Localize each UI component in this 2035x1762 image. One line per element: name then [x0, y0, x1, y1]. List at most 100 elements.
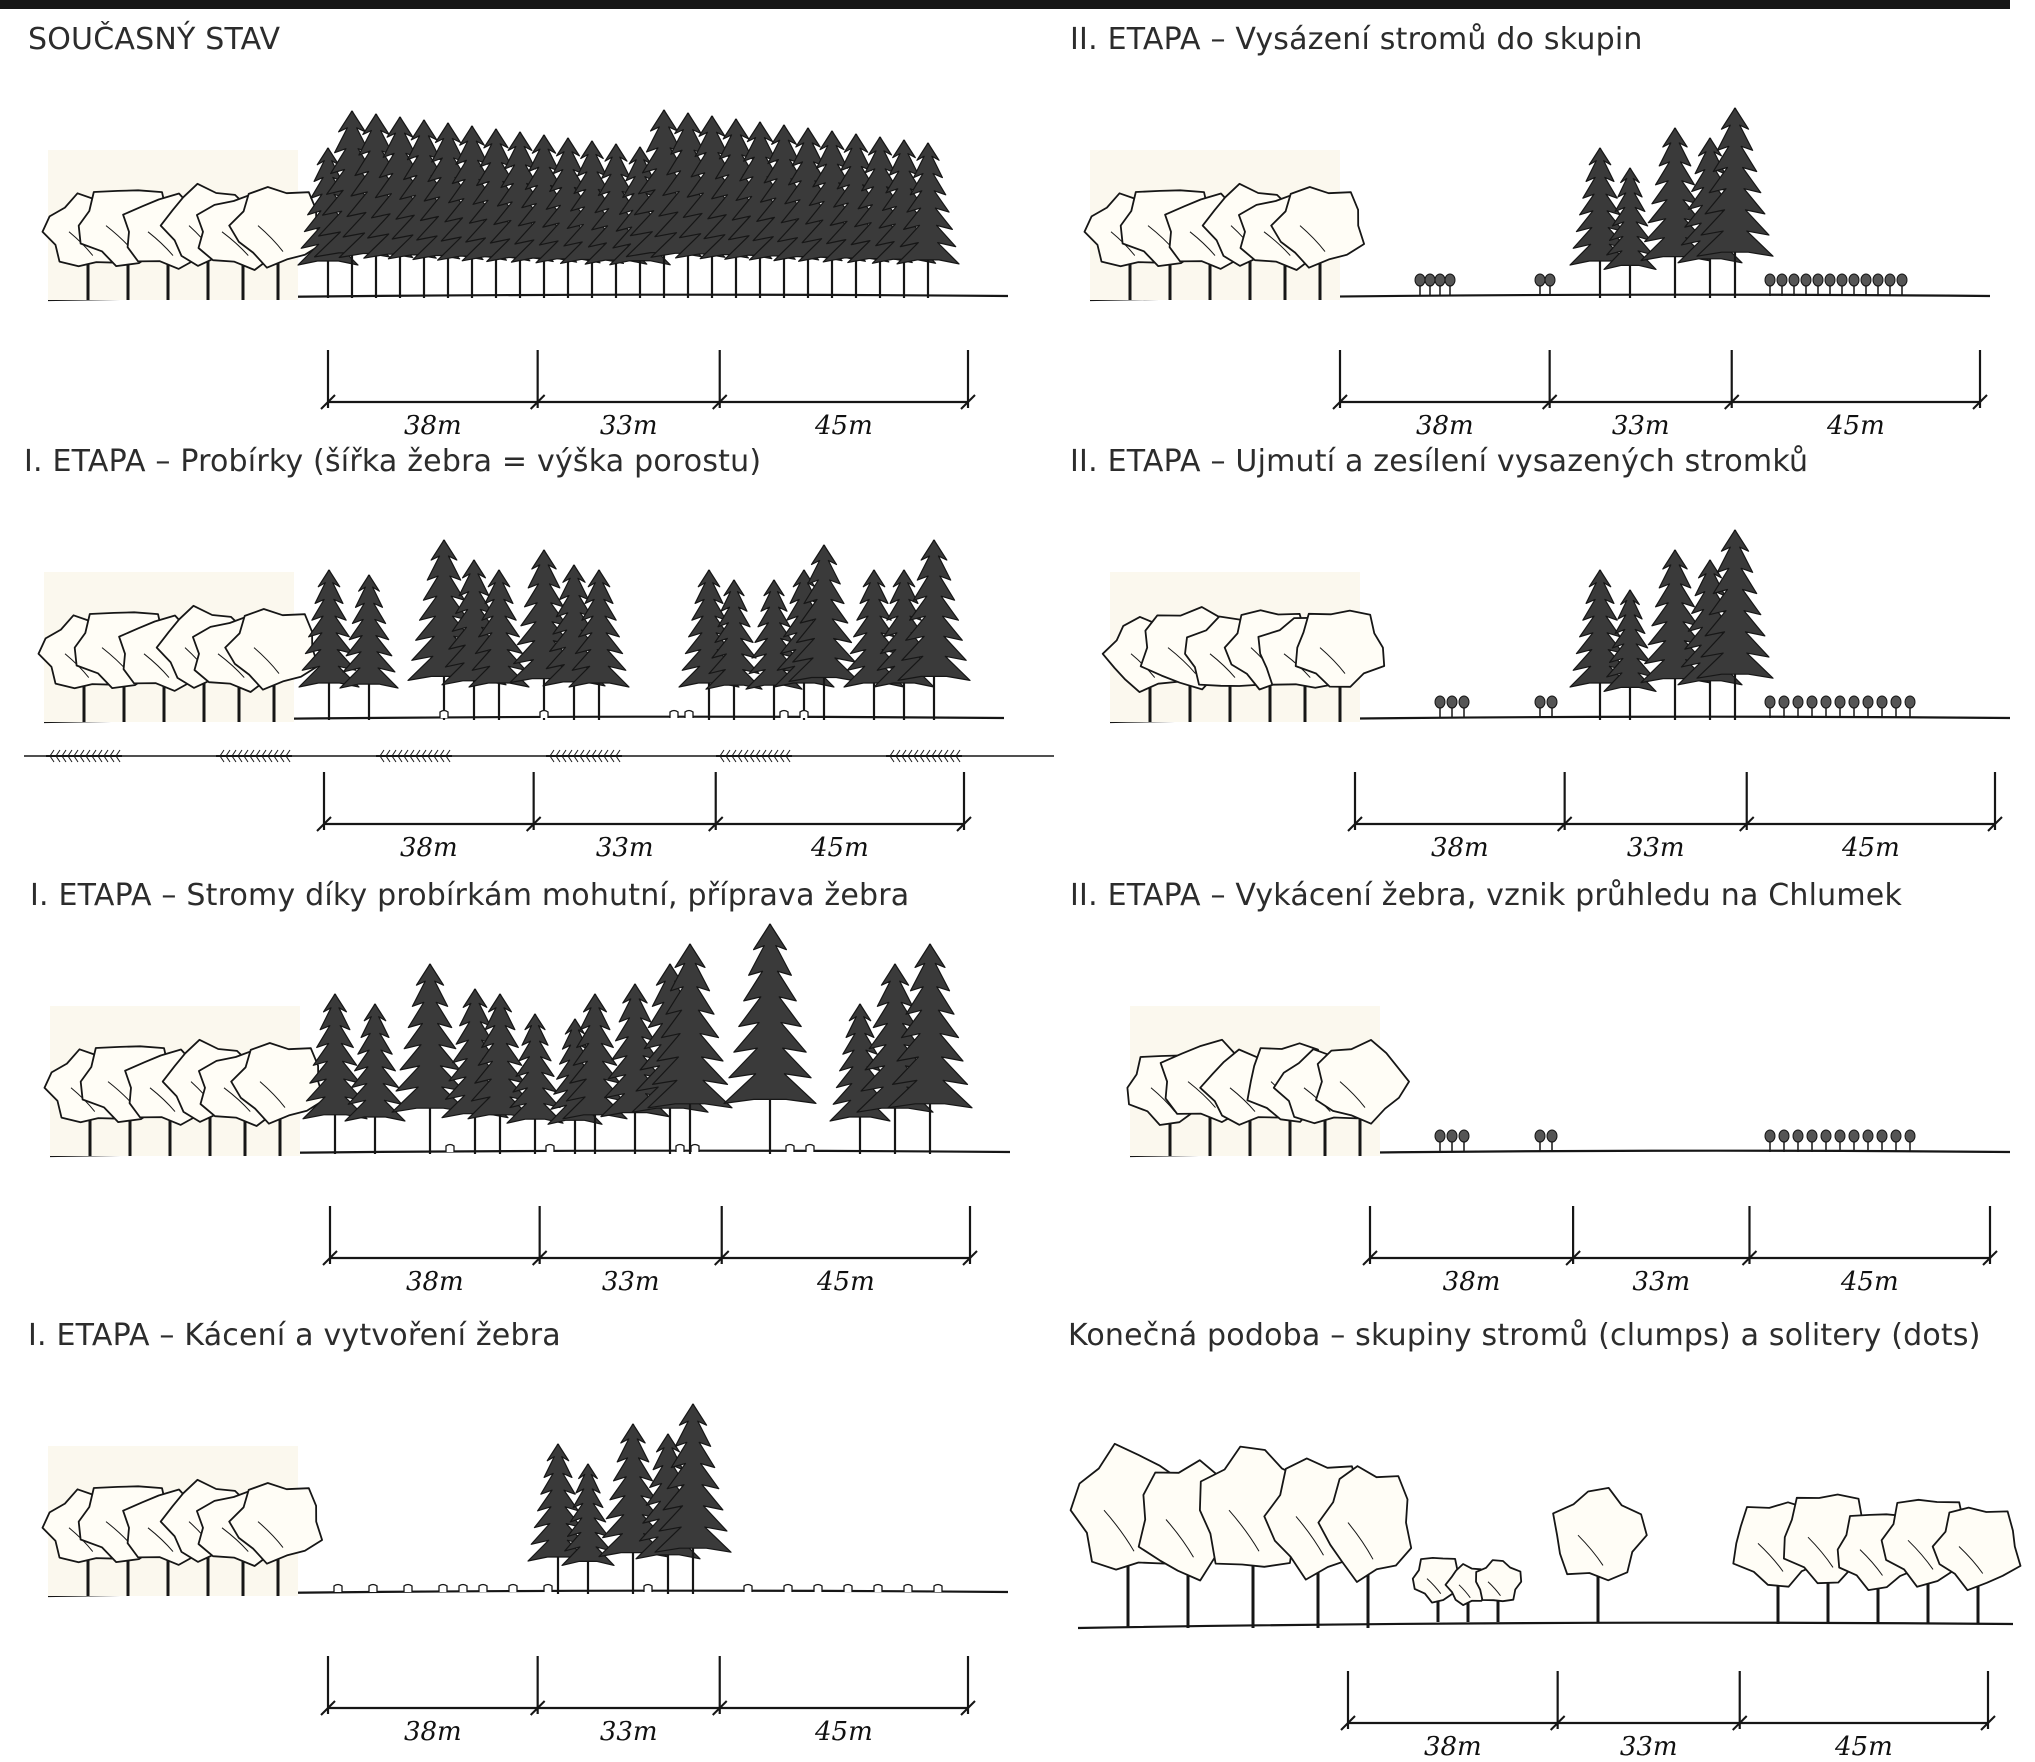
sapling-icon — [1414, 273, 1426, 296]
dimension-line: 38m 33m 45m — [320, 350, 976, 441]
sapling-icon — [1458, 1129, 1470, 1152]
sapling-icon — [1778, 1129, 1790, 1152]
dimension-label: 45m — [814, 1717, 873, 1747]
sapling-icon — [1546, 695, 1558, 718]
dimension-label: 33m — [600, 1717, 658, 1747]
panel-title: II. ETAPA – Vysázení stromů do skupin — [1070, 22, 1643, 57]
panel-final-state: Konečná podoba – skupiny stromů (clumps)… — [1068, 1318, 2023, 1762]
stump-icon — [439, 709, 449, 718]
stump-icon — [933, 1583, 943, 1592]
stand-profile-diagram: 38m 33m 45m — [1083, 107, 1991, 441]
sapling-icon — [1904, 1129, 1916, 1152]
spruce-tree-icon — [344, 1003, 406, 1154]
sapling-icon — [1824, 273, 1836, 296]
spruce-tree-icon — [1603, 589, 1657, 720]
spruce-tree-icon — [1696, 107, 1774, 298]
stand-profile-diagram: 38m 33m 45m — [1069, 1442, 2022, 1762]
spruce-tree-icon — [647, 943, 733, 1154]
panel-current-state: SOUČASNÝ STAV 38m 33m 45m — [28, 22, 1009, 441]
dimension-label: 38m — [404, 1717, 462, 1747]
dimension-label: 38m — [1443, 1267, 1501, 1297]
sapling-icon — [1834, 1129, 1846, 1152]
broadleaf-tree-icon — [224, 608, 320, 722]
dimension-line: 38m 33m 45m — [1332, 350, 1988, 441]
sapling-icon — [1776, 273, 1788, 296]
panel-stage2-viewpoint: II. ETAPA – Vykácení žebra, vznik průhle… — [1070, 878, 2011, 1297]
sapling-icon — [1806, 695, 1818, 718]
dimension-label: 45m — [810, 833, 869, 863]
felled-log-icon — [886, 749, 962, 763]
panel-title: SOUČASNÝ STAV — [28, 22, 281, 57]
sapling-icon — [1848, 273, 1860, 296]
sapling-icon — [1872, 273, 1884, 296]
dimension-label: 38m — [400, 833, 458, 863]
stump-icon — [368, 1583, 378, 1592]
spruce-tree-icon — [896, 142, 960, 298]
stand-profile-diagram: 38m 33m 45m — [24, 539, 1054, 863]
ground-line — [1077, 1621, 2014, 1630]
spruce-tree-icon — [1640, 127, 1710, 298]
stand-profile-diagram: 38m 33m 45m — [43, 923, 1011, 1297]
dimension-line: 38m 33m 45m — [1362, 1206, 1998, 1297]
spruce-tree-icon — [562, 993, 628, 1154]
broadleaf-tree-icon — [1317, 1465, 1413, 1628]
sapling-icon — [1820, 1129, 1832, 1152]
sapling-icon — [1434, 695, 1446, 718]
dimension-label: 33m — [1627, 833, 1685, 863]
felled-log-icon — [546, 749, 622, 763]
spruce-tree-icon — [887, 943, 973, 1154]
stump-icon — [458, 1583, 468, 1592]
spruce-tree-icon — [568, 569, 630, 720]
dimension-label: 33m — [596, 833, 654, 863]
sapling-icon — [1788, 273, 1800, 296]
felled-log-icon — [376, 749, 452, 763]
felled-log-icon — [46, 749, 122, 763]
panel-title: I. ETAPA – Kácení a vytvoření žebra — [28, 1318, 561, 1353]
sapling-icon — [1546, 1129, 1558, 1152]
stump-icon — [438, 1583, 448, 1592]
dimension-label: 45m — [814, 411, 873, 441]
sapling-icon — [1534, 695, 1546, 718]
panel-title: I. ETAPA – Probírky (šířka žebra = výška… — [24, 444, 762, 479]
spruce-tree-icon — [1640, 549, 1710, 720]
stand-profile-diagram: 38m 33m 45m — [1101, 529, 2011, 863]
stump-icon — [333, 1583, 343, 1592]
dimension-label: 45m — [1834, 1732, 1893, 1762]
sapling-icon — [1806, 1129, 1818, 1152]
spruce-tree-icon — [391, 963, 469, 1154]
dimension-label: 45m — [816, 1267, 875, 1297]
broadleaf-tree-icon — [1552, 1487, 1648, 1622]
broadleaf-tree-icon — [1294, 609, 1386, 722]
spruce-tree-icon — [598, 1423, 668, 1594]
sapling-icon — [1836, 273, 1848, 296]
panel-title: I. ETAPA – Stromy díky probírkám mohutní… — [30, 878, 910, 913]
stump-icon — [903, 1583, 913, 1592]
top-rule — [0, 0, 2010, 9]
sapling-icon — [1534, 1129, 1546, 1152]
dimension-label: 38m — [404, 411, 462, 441]
dimension-label: 45m — [1826, 411, 1885, 441]
dimension-label: 45m — [1841, 833, 1900, 863]
panel-title: Konečná podoba – skupiny stromů (clumps)… — [1068, 1318, 1981, 1353]
spruce-tree-icon — [788, 544, 860, 720]
sapling-icon — [1544, 273, 1556, 296]
dimension-label: 45m — [1840, 1267, 1899, 1297]
dimension-line: 38m 33m 45m — [320, 1656, 976, 1747]
sapling-icon — [1446, 695, 1458, 718]
sapling-icon — [1834, 695, 1846, 718]
sapling-icon — [1876, 1129, 1888, 1152]
spruce-tree-icon — [654, 1403, 732, 1594]
dimension-label: 38m — [1424, 1732, 1482, 1762]
sapling-icon — [1812, 273, 1824, 296]
sapling-icon — [1848, 1129, 1860, 1152]
stump-icon — [813, 1583, 823, 1592]
stump-icon — [690, 1143, 700, 1152]
dimension-label: 33m — [602, 1267, 660, 1297]
spruce-tree-icon — [468, 569, 530, 720]
sapling-icon — [1862, 695, 1874, 718]
stump-icon — [743, 1583, 753, 1592]
sapling-icon — [1424, 273, 1436, 296]
broadleaf-tree-icon — [1475, 1559, 1523, 1622]
panel-stage1-felling: I. ETAPA – Kácení a vytvoření žebra 38m 3… — [28, 1318, 1009, 1747]
broadleaf-tree-icon — [228, 186, 324, 300]
